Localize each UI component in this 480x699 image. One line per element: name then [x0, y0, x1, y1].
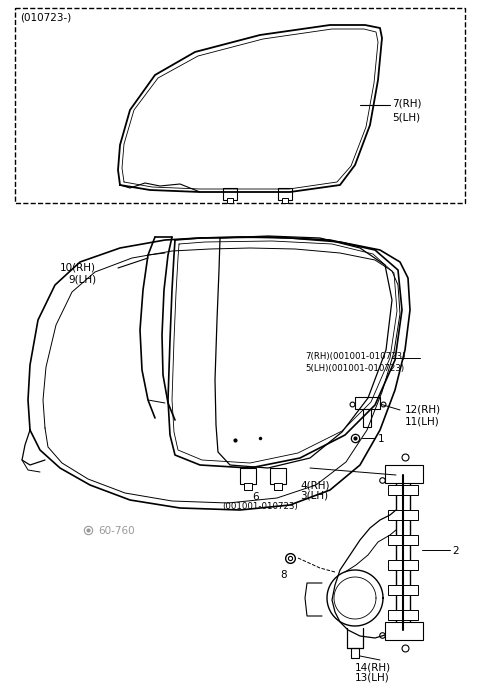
- Text: 14(RH): 14(RH): [355, 662, 391, 672]
- Bar: [388, 560, 418, 570]
- Bar: [223, 188, 237, 200]
- Text: 13(LH): 13(LH): [355, 673, 390, 683]
- Bar: [388, 585, 418, 595]
- Text: 9(LH): 9(LH): [68, 275, 96, 285]
- Bar: [388, 610, 418, 620]
- Bar: [351, 648, 359, 658]
- Bar: [270, 468, 286, 484]
- Bar: [388, 485, 418, 495]
- Text: 5(LH): 5(LH): [392, 112, 420, 122]
- Bar: [388, 510, 418, 520]
- Bar: [385, 622, 423, 640]
- Text: 3(LH): 3(LH): [300, 491, 328, 501]
- Bar: [244, 483, 252, 490]
- Text: 4(RH): 4(RH): [300, 480, 329, 490]
- Text: 5(LH)(001001-010723): 5(LH)(001001-010723): [305, 364, 404, 373]
- Text: 8: 8: [280, 570, 287, 580]
- Text: 10(RH): 10(RH): [60, 263, 96, 273]
- Text: (001001-010723): (001001-010723): [222, 502, 298, 511]
- Bar: [396, 475, 410, 630]
- Bar: [282, 198, 288, 203]
- Bar: [388, 535, 418, 545]
- Bar: [227, 198, 233, 203]
- Text: 2: 2: [452, 546, 458, 556]
- Text: 12(RH): 12(RH): [405, 405, 441, 415]
- Text: 7(RH)(001001-010723): 7(RH)(001001-010723): [305, 352, 406, 361]
- Text: 7(RH): 7(RH): [392, 99, 421, 109]
- Text: 11(LH): 11(LH): [405, 416, 440, 426]
- Text: 6: 6: [252, 492, 259, 502]
- Bar: [363, 409, 371, 427]
- Text: 60-760: 60-760: [98, 526, 134, 536]
- Bar: [355, 397, 380, 409]
- Bar: [278, 188, 292, 200]
- Bar: [274, 483, 282, 490]
- Text: 1: 1: [378, 434, 384, 444]
- Bar: [385, 465, 423, 483]
- Bar: [240, 468, 256, 484]
- Text: (010723-): (010723-): [20, 13, 71, 23]
